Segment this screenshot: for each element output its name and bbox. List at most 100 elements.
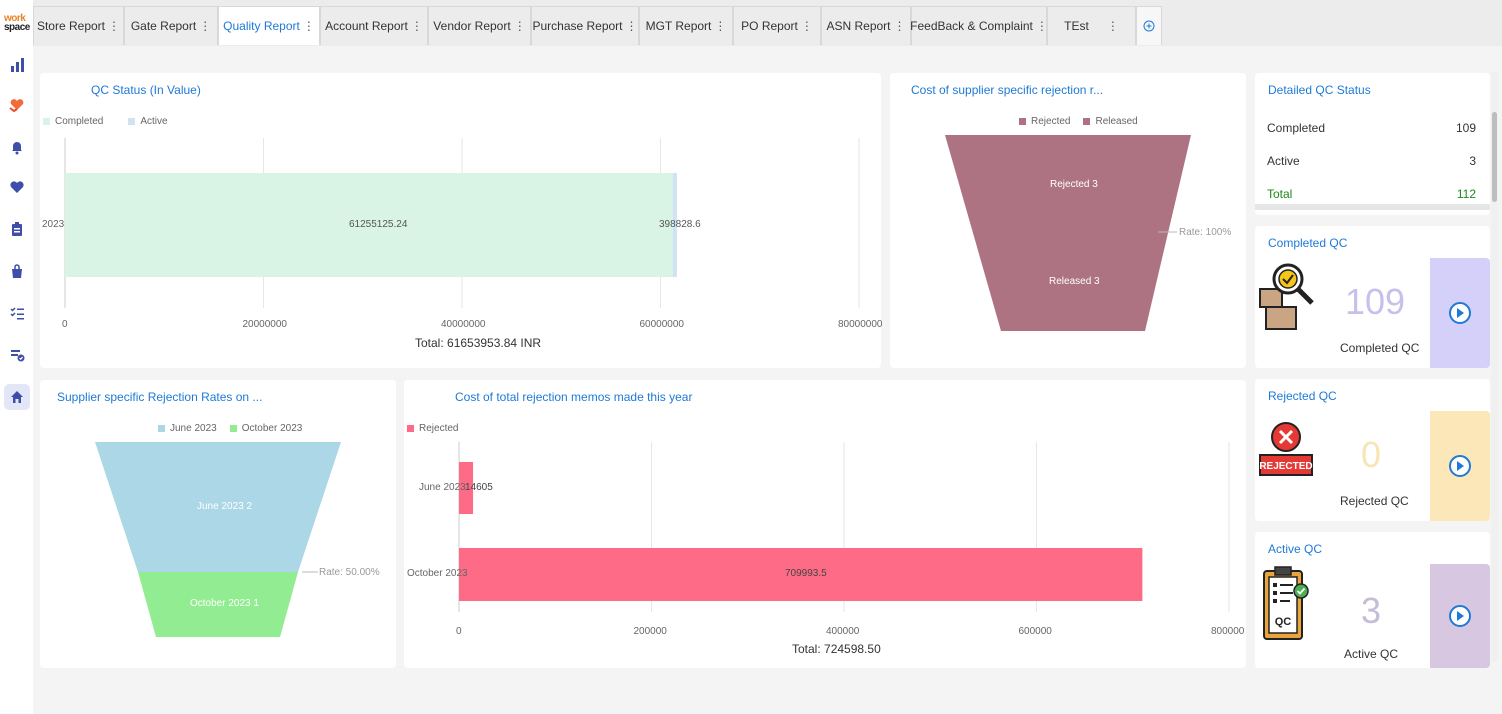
completed-qc-value: 109: [1345, 281, 1397, 323]
active-qc-value: 3: [1345, 590, 1397, 632]
tab-label: Account Report: [325, 19, 408, 33]
funnel-rate-label: Rate: 100%: [1179, 227, 1231, 238]
tab-gate-report[interactable]: Gate Report⋮: [124, 6, 218, 45]
play-circle-icon: [1449, 605, 1471, 627]
kebab-icon[interactable]: ⋮: [801, 19, 813, 33]
qc-total: Total: 61653953.84 INR: [415, 336, 541, 350]
detail-value: 109: [1456, 121, 1476, 135]
tab-store-report[interactable]: Store Report⋮: [33, 6, 124, 45]
kebab-icon[interactable]: ⋮: [199, 19, 211, 33]
rejected-qc-label: Rejected QC: [1340, 494, 1402, 508]
rejected-qc-card: Rejected QC REJECTED 0 Rejected QC: [1255, 379, 1490, 521]
kebab-icon[interactable]: ⋮: [714, 19, 726, 33]
svg-text:REJECTED: REJECTED: [1259, 461, 1312, 472]
inspection-icon: [1258, 259, 1318, 331]
heart-icon[interactable]: [4, 174, 30, 200]
detail-row-total: Total 112: [1267, 187, 1476, 201]
qc-data-label-active: 398828.6: [659, 219, 701, 230]
rejected-qc-open-button[interactable]: [1430, 411, 1490, 521]
memo-xtick: 600000: [1019, 626, 1052, 637]
kebab-icon[interactable]: ⋮: [411, 19, 423, 33]
workspace-logo[interactable]: work space: [4, 14, 30, 32]
home-icon[interactable]: [4, 384, 30, 410]
tab-quality-report[interactable]: Quality Report⋮: [218, 6, 320, 45]
checklist-icon[interactable]: [4, 300, 30, 326]
detail-value: 3: [1469, 154, 1476, 168]
memo-category-october: October 2023: [407, 568, 468, 579]
kebab-icon[interactable]: ⋮: [894, 19, 906, 33]
heart-hands-icon[interactable]: [4, 92, 30, 118]
supplier-rates-card: Supplier specific Rejection Rates on ...…: [40, 380, 396, 668]
qc-xtick: 60000000: [640, 319, 685, 330]
tab-account-report[interactable]: Account Report⋮: [320, 6, 428, 45]
clipboard-check-icon: QC: [1261, 565, 1311, 641]
rejection-memos-chart: [404, 380, 1246, 668]
detailed-qc-card: Detailed QC Status Completed109 Active3 …: [1255, 73, 1490, 215]
cost-supplier-funnel: [890, 73, 1246, 368]
qc-xtick: 40000000: [441, 319, 486, 330]
completed-qc-title: Completed QC: [1268, 236, 1347, 250]
logo-text-bottom: space: [4, 23, 30, 32]
memo-data-label-june: 14605: [465, 482, 493, 493]
memo-xtick: 800000: [1211, 626, 1244, 637]
detail-label: Total: [1267, 187, 1292, 201]
qc-status-card: QC Status (In Value) Completed Active 20…: [40, 73, 881, 368]
tab-po-report[interactable]: PO Report⋮: [733, 6, 821, 45]
qc-xtick: 80000000: [838, 319, 883, 330]
rejection-memos-card: Cost of total rejection memos made this …: [404, 380, 1246, 668]
bar-chart-icon[interactable]: [4, 52, 30, 78]
qc-xtick: 20000000: [243, 319, 288, 330]
active-qc-title: Active QC: [1268, 542, 1322, 556]
supplier-rates-funnel: [40, 380, 396, 668]
clipboard-icon[interactable]: [4, 216, 30, 242]
completed-qc-label: Completed QC: [1340, 341, 1402, 355]
completed-qc-open-button[interactable]: [1430, 258, 1490, 368]
memo-total: Total: 724598.50: [792, 642, 881, 656]
tab-feedback-complaint[interactable]: FeedBack & Complaint⋮: [911, 6, 1047, 45]
tab-purchase-report[interactable]: Purchase Report ⋮: [531, 6, 639, 45]
tab-label: TEst: [1064, 19, 1089, 33]
rejected-stamp-icon: REJECTED: [1258, 421, 1314, 479]
detail-row-completed: Completed 109: [1267, 121, 1476, 135]
funnel-rate-label: Rate: 50.00%: [319, 567, 380, 578]
plus-circle-icon: [1143, 20, 1155, 32]
sidebar: work space: [0, 0, 33, 714]
kebab-icon[interactable]: ⋮: [303, 19, 315, 33]
memo-data-label-october: 709993.5: [785, 568, 827, 579]
add-tab-button[interactable]: [1136, 6, 1162, 45]
memo-xtick: 400000: [826, 626, 859, 637]
play-circle-icon: [1449, 302, 1471, 324]
active-qc-label: Active QC: [1340, 647, 1402, 661]
tab-mgt-report[interactable]: MGT Report⋮: [639, 6, 733, 45]
report-tabs: Store Report⋮ Gate Report⋮ Quality Repor…: [33, 6, 1162, 45]
active-qc-card: Active QC QC 3 Active QC: [1255, 532, 1490, 668]
detailed-qc-title: Detailed QC Status: [1268, 83, 1371, 97]
detail-value: 112: [1457, 187, 1476, 201]
svg-text:QC: QC: [1275, 616, 1292, 628]
tab-test[interactable]: TEst ⋮: [1047, 6, 1136, 45]
kebab-icon[interactable]: ⋮: [514, 19, 526, 33]
bag-icon[interactable]: [4, 258, 30, 284]
page-scrollbar-thumb[interactable]: [1492, 112, 1497, 202]
tab-label: Purchase Report: [532, 19, 622, 33]
tab-label: Quality Report: [223, 19, 300, 33]
cost-supplier-card: Cost of supplier specific rejection r...…: [890, 73, 1246, 368]
qc-data-label-completed: 61255125.24: [349, 219, 407, 230]
detail-hscrollbar[interactable]: [1255, 204, 1490, 210]
kebab-icon[interactable]: ⋮: [626, 19, 638, 33]
rejected-qc-title: Rejected QC: [1268, 389, 1337, 403]
tab-label: Vendor Report: [433, 19, 510, 33]
funnel-label-june: June 2023 2: [197, 501, 252, 512]
kebab-icon[interactable]: ⋮: [108, 19, 120, 33]
tab-label: Store Report: [37, 19, 105, 33]
active-qc-open-button[interactable]: [1430, 564, 1490, 668]
bell-icon[interactable]: [4, 134, 30, 160]
tab-label: MGT Report: [646, 19, 712, 33]
kebab-icon[interactable]: ⋮: [1107, 19, 1119, 33]
tab-vendor-report[interactable]: Vendor Report ⋮: [428, 6, 531, 45]
detail-label: Completed: [1267, 121, 1325, 135]
tab-asn-report[interactable]: ASN Report⋮: [821, 6, 911, 45]
approval-icon[interactable]: [4, 342, 30, 368]
tab-label: Gate Report: [131, 19, 196, 33]
